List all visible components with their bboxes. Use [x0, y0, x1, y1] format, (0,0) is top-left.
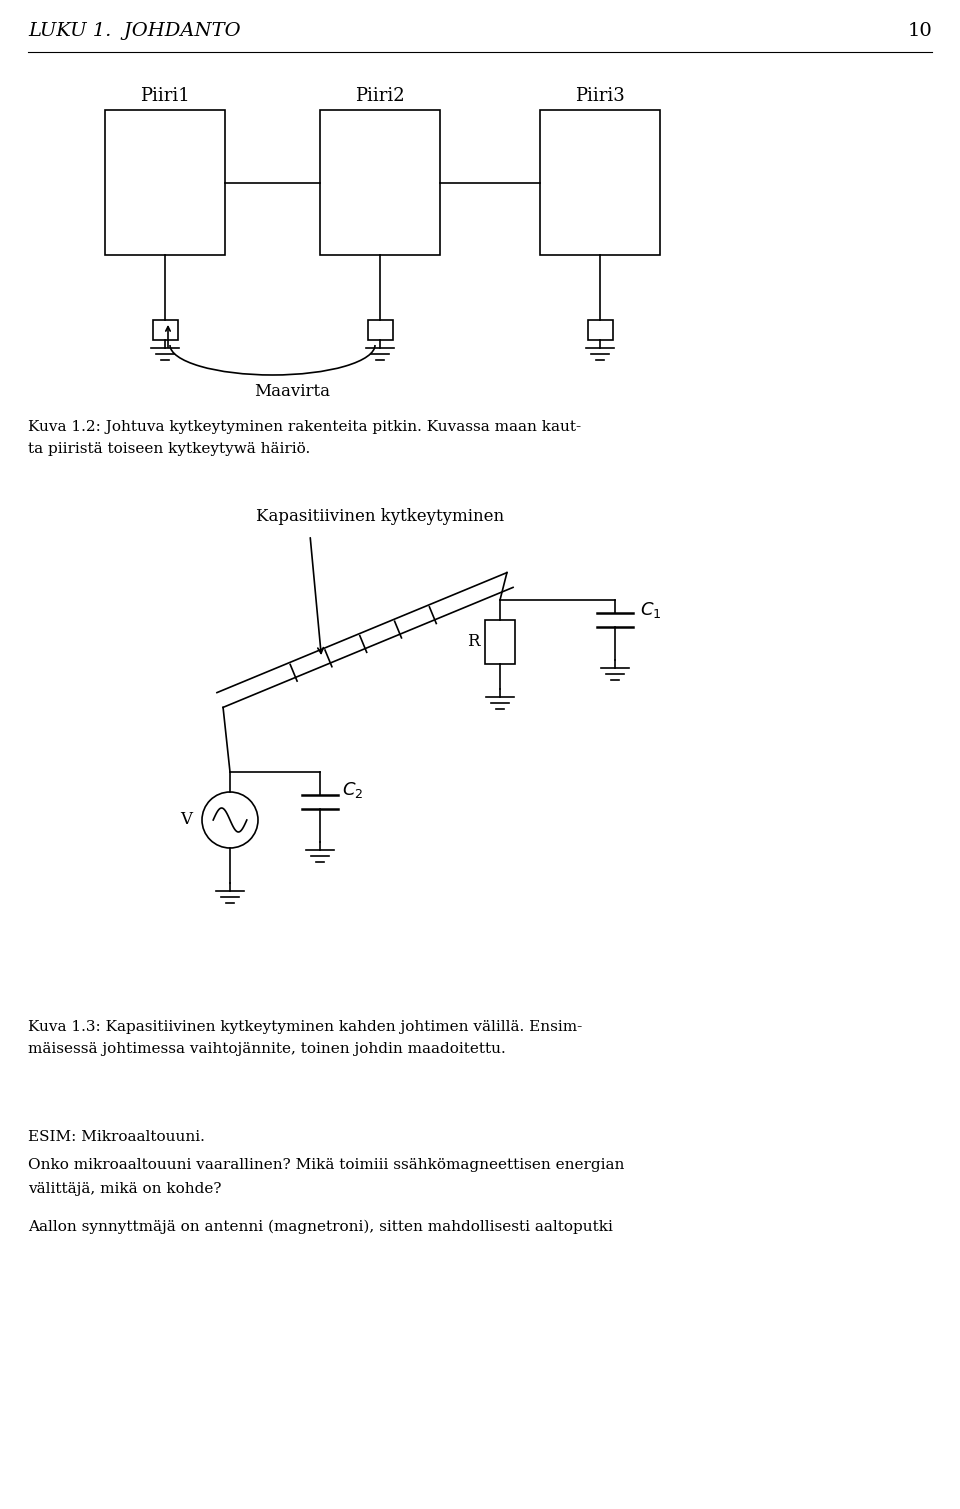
Bar [368, 320, 393, 340]
Text: Piiri3: Piiri3 [575, 88, 625, 106]
Text: $C_1$: $C_1$ [640, 601, 661, 620]
Bar [485, 620, 515, 664]
Bar [153, 320, 178, 340]
Text: mäisessä johtimessa vaihtojännite, toinen johdin maadoitettu.: mäisessä johtimessa vaihtojännite, toine… [28, 1043, 506, 1056]
Text: Piiri2: Piiri2 [355, 88, 405, 106]
Text: R: R [468, 634, 480, 650]
Text: Piiri1: Piiri1 [140, 88, 190, 106]
Text: $C_2$: $C_2$ [342, 780, 363, 800]
Bar [588, 320, 612, 340]
Text: LUKU 1.  JOHDANTO: LUKU 1. JOHDANTO [28, 23, 241, 41]
Bar [320, 110, 440, 255]
Text: 10: 10 [907, 23, 932, 41]
Text: Aallon synnyttmäjä on antenni (magnetroni), sitten mahdollisesti aaltoputki: Aallon synnyttmäjä on antenni (magnetron… [28, 1219, 612, 1234]
Bar [105, 110, 225, 255]
Text: Kuva 1.2: Johtuva kytkeytyminen rakenteita pitkin. Kuvassa maan kaut-: Kuva 1.2: Johtuva kytkeytyminen rakentei… [28, 420, 581, 435]
Text: ESIM: Mikroaaltouuni.: ESIM: Mikroaaltouuni. [28, 1130, 204, 1144]
Text: Maavirta: Maavirta [254, 383, 330, 400]
Text: Kapasitiivinen kytkeytyminen: Kapasitiivinen kytkeytyminen [256, 509, 504, 525]
Text: V: V [180, 812, 192, 828]
Text: Onko mikroaaltouuni vaarallinen? Mikä toimiii ssähkömagneettisen energian: Onko mikroaaltouuni vaarallinen? Mikä to… [28, 1157, 624, 1172]
Text: välittäjä, mikä on kohde?: välittäjä, mikä on kohde? [28, 1182, 222, 1197]
Bar [540, 110, 660, 255]
Text: Kuva 1.3: Kapasitiivinen kytkeytyminen kahden johtimen välillä. Ensim-: Kuva 1.3: Kapasitiivinen kytkeytyminen k… [28, 1020, 583, 1034]
Text: ta piiristä toiseen kytkeytywä häiriö.: ta piiristä toiseen kytkeytywä häiriö. [28, 442, 310, 456]
